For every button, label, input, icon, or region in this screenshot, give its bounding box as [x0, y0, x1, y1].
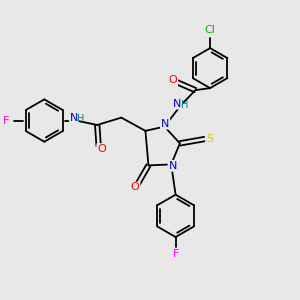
Text: N: N [169, 161, 177, 171]
Text: F: F [3, 116, 9, 126]
Text: N: N [161, 119, 169, 129]
Text: F: F [172, 249, 179, 260]
Text: O: O [131, 182, 140, 192]
Text: H: H [77, 114, 84, 124]
Text: S: S [206, 134, 213, 144]
Text: N: N [70, 112, 78, 123]
Text: N: N [173, 99, 181, 109]
Text: O: O [97, 144, 106, 154]
Text: H: H [181, 100, 188, 110]
Text: O: O [168, 76, 177, 85]
Text: Cl: Cl [205, 25, 215, 35]
